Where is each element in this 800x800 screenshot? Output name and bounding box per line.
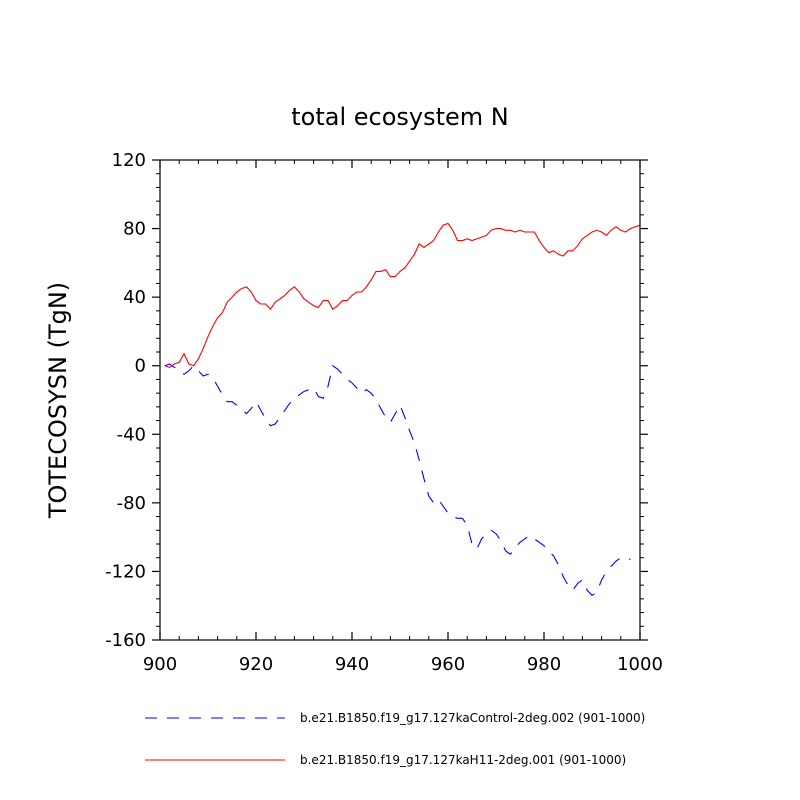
y-tick-label: 40 <box>123 287 146 308</box>
series-line-2 <box>164 222 641 369</box>
legend: b.e21.B1850.f19_g17.127kaControl-2deg.00… <box>145 711 645 767</box>
y-tick-label: -40 <box>117 424 146 445</box>
legend-label-1: b.e21.B1850.f19_g17.127kaControl-2deg.00… <box>300 711 645 725</box>
y-axis-label: TOTECOSYSN (TgN) <box>44 282 72 519</box>
x-tick-label: 940 <box>335 654 369 675</box>
chart-title: total ecosystem N <box>291 103 509 131</box>
x-tick-label: 900 <box>143 654 177 675</box>
y-tick-label: -80 <box>117 493 146 514</box>
x-tick-label: 980 <box>527 654 561 675</box>
y-tick-label: -120 <box>105 561 146 582</box>
series-lines <box>164 222 641 597</box>
axis-ticks: 900 920 940 960 980 1000 120 80 40 0 -40 -80 -120 -16… <box>105 150 663 675</box>
legend-label-2: b.e21.B1850.f19_g17.127kaH11-2deg.001 (9… <box>300 753 626 767</box>
series-line-1 <box>164 363 631 597</box>
x-tick-label: 1000 <box>617 654 663 675</box>
y-tick-label: -160 <box>105 630 146 651</box>
x-tick-label: 920 <box>239 654 273 675</box>
x-tick-label: 960 <box>431 654 465 675</box>
y-tick-label: 0 <box>135 356 146 377</box>
plot-frame <box>159 159 641 641</box>
y-tick-label: 80 <box>123 219 146 240</box>
y-tick-label: 120 <box>112 150 146 171</box>
